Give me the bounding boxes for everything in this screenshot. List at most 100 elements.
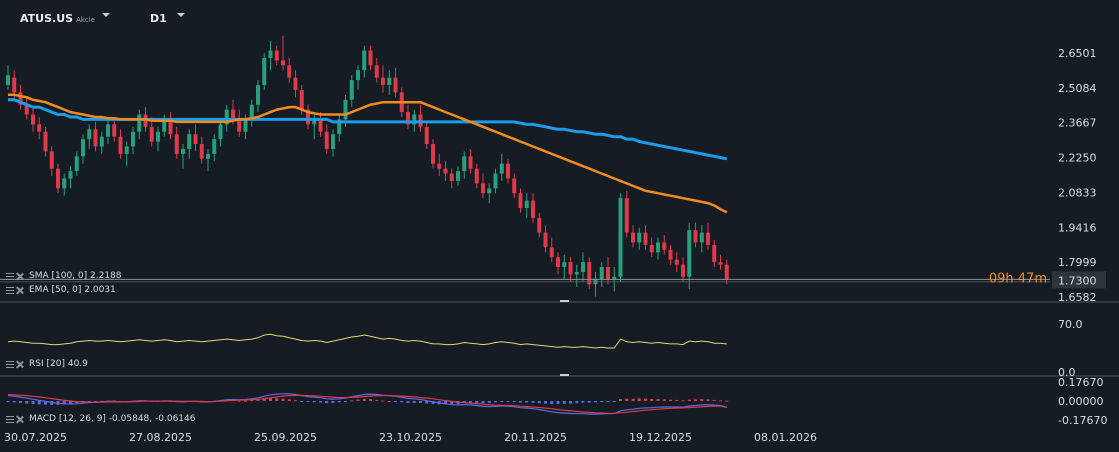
candle-body — [249, 104, 254, 120]
macd-histogram-bar — [631, 398, 635, 401]
macd-histogram-bar — [675, 399, 679, 401]
rsi-line — [7, 333, 727, 349]
candle-body — [431, 144, 435, 164]
candle-body — [724, 264, 729, 280]
candle-body — [443, 168, 448, 174]
macd-histogram-bar — [362, 398, 366, 401]
macd-histogram-bar — [25, 401, 29, 404]
candle-body — [206, 153, 210, 159]
macd-histogram-bar — [344, 401, 347, 402]
macd-histogram-bar — [300, 401, 304, 402]
macd-histogram-bar — [250, 400, 254, 402]
macd-histogram-bar — [600, 401, 604, 402]
macd-pane — [6, 393, 729, 415]
macd-histogram-bar — [406, 401, 410, 403]
sma-settings-icon[interactable] — [6, 272, 14, 280]
candle-body — [31, 114, 35, 125]
date-tick-label: 25.09.2025 — [254, 431, 317, 444]
macd-histogram-bar — [244, 400, 247, 402]
candle-body — [624, 198, 629, 233]
macd-histogram-bar — [700, 399, 704, 401]
candle-body — [487, 188, 492, 194]
macd-histogram-bar — [69, 401, 72, 405]
macd-histogram-bar — [494, 401, 497, 403]
macd-histogram-bar — [519, 401, 522, 403]
candle-body — [562, 262, 567, 268]
candle-body — [687, 230, 692, 277]
candle-body — [681, 264, 685, 277]
macd-histogram-bar — [687, 399, 691, 401]
candle-body — [706, 232, 710, 245]
macd-histogram-bar — [606, 401, 610, 402]
candle-body — [224, 109, 229, 125]
macd-histogram-bar — [650, 399, 654, 401]
macd-histogram-bar — [281, 398, 285, 401]
date-tick-label: 27.08.2025 — [129, 431, 192, 444]
macd-histogram-bar — [512, 401, 516, 403]
rsi-tick-label: 0.0 — [1058, 366, 1076, 379]
macd-histogram-bar — [19, 401, 22, 403]
candle-body — [587, 262, 592, 285]
candle-body — [181, 148, 185, 154]
sma-close-icon[interactable] — [16, 273, 24, 280]
date-tick-label: 19.12.2025 — [629, 431, 692, 444]
bar-countdown: 09h 47m — [989, 271, 1047, 286]
rsi-pane — [7, 333, 727, 349]
macd-histogram-bar — [594, 401, 597, 403]
candle-body — [268, 50, 273, 58]
pane-resize-handle — [560, 374, 569, 376]
candle-body — [718, 262, 723, 265]
sma-legend[interactable]: SMA [100, 0] 2.2188 — [6, 271, 122, 281]
price-tick-label: 2.6501 — [1058, 47, 1097, 60]
candle-body — [568, 262, 573, 275]
candle-body — [449, 173, 454, 181]
sma-label: SMA [100, 0] — [29, 271, 88, 281]
price-axis[interactable]: 2.6501 2.5084 2.3667 2.2250 2.0833 1.9416 1.79… — [1058, 47, 1107, 427]
macd-legend[interactable]: MACD [12, 26, 9] -0.05848, -0.06146 — [6, 414, 195, 424]
symbol-selector[interactable]: ATUS.US Akcie — [20, 12, 95, 25]
candle-body — [456, 171, 460, 181]
timeframe-selector[interactable]: D1 — [150, 12, 167, 25]
candle-body — [481, 183, 485, 194]
candle-body — [187, 134, 192, 149]
macd-settings-icon[interactable] — [6, 415, 14, 423]
candle-body — [356, 70, 360, 81]
macd-histogram-bar — [569, 401, 572, 404]
candle-body — [218, 124, 223, 140]
time-axis[interactable]: 30.07.2025 27.08.2025 25.09.2025 23.10.2025… — [4, 431, 817, 444]
macd-histogram-bar — [381, 400, 385, 402]
macd-histogram-bar — [637, 398, 641, 401]
candle-body — [237, 119, 242, 132]
candle-body — [168, 119, 173, 135]
timeframe-dropdown-chevron-icon[interactable] — [177, 13, 185, 17]
macd-histogram-bar — [412, 401, 416, 403]
symbol-dropdown-chevron-icon[interactable] — [102, 13, 110, 17]
candle-body — [18, 92, 23, 105]
ema-close-icon[interactable] — [16, 287, 24, 294]
macd-close-icon[interactable] — [16, 416, 24, 423]
candle-body — [193, 134, 198, 145]
rsi-close-icon[interactable] — [16, 361, 24, 368]
candle-body — [462, 156, 467, 172]
macd-tick-label: 0.00000 — [1058, 395, 1104, 408]
ema-settings-icon[interactable] — [6, 286, 14, 294]
ema-label: EMA [50, 0] — [29, 285, 82, 295]
rsi-legend[interactable]: RSI [20] 40.9 — [6, 359, 88, 369]
macd-histogram-bar — [425, 401, 429, 404]
ema-legend[interactable]: EMA [50, 0] 2.0031 — [6, 285, 116, 295]
candle-body — [131, 131, 135, 147]
candle-body — [93, 129, 98, 147]
candle-body — [518, 193, 523, 208]
rsi-settings-icon[interactable] — [6, 360, 14, 368]
candle-body — [543, 232, 548, 248]
macd-histogram-bar — [481, 401, 485, 404]
candle-body — [43, 131, 48, 152]
macd-histogram-bar — [350, 400, 354, 402]
candle-body — [49, 151, 54, 169]
current-price-label: 1.7300 — [1058, 274, 1097, 287]
candle-body — [381, 77, 385, 86]
macd-histogram-bar — [312, 401, 316, 403]
candle-body — [112, 124, 117, 137]
